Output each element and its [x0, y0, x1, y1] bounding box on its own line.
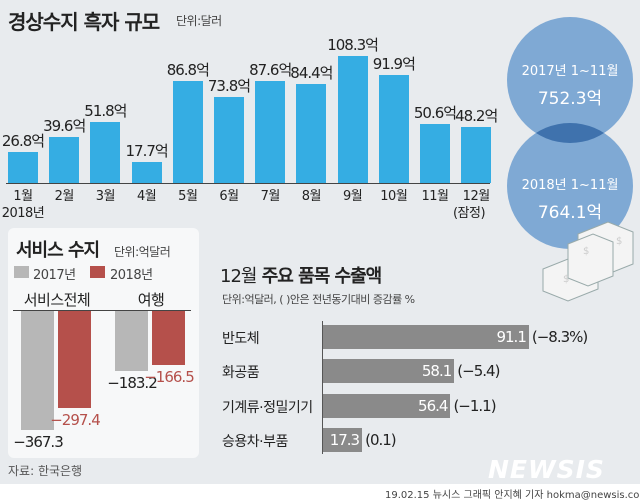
- svg-text:$: $: [616, 236, 622, 247]
- service-title: 서비스 수지: [16, 240, 100, 261]
- cumulative-circles: [507, 17, 633, 249]
- service-bar: [152, 311, 185, 366]
- footer-credit: 19.02.15 뉴시스 그래픽 안지혜 기자 hokma@newsis.com: [385, 490, 640, 501]
- axis-line: [6, 183, 490, 184]
- export-category-label: 반도체: [222, 331, 260, 347]
- month-label: 4월: [136, 189, 157, 204]
- month-label: 11월: [421, 189, 449, 204]
- month-bar: [49, 136, 80, 183]
- month-value-label: 51.8억: [84, 102, 127, 121]
- main-chart-title: 경상수지 흑자 규모: [8, 10, 160, 34]
- legend-swatch-2018: [90, 266, 105, 278]
- service-category-label: 여행: [137, 291, 165, 309]
- month-bar: [8, 151, 38, 183]
- export-change-label: (−1.1): [453, 396, 496, 415]
- month-bar: [461, 126, 492, 183]
- month-bar: [90, 122, 121, 183]
- provisional-note: (잠정): [452, 206, 486, 221]
- main-chart-unit: 단위:달러: [176, 14, 222, 28]
- source: 자료: 한국은행: [8, 464, 83, 478]
- month-bar: [378, 75, 409, 183]
- month-label: 12월: [462, 189, 491, 204]
- export-change-label: (−5.4): [457, 362, 500, 381]
- month-value-label: 48.2억: [455, 106, 498, 125]
- svg-text:$: $: [563, 274, 569, 285]
- month-bar: [172, 81, 203, 183]
- export-category-label: 화공품: [222, 365, 260, 382]
- month-bar: [255, 80, 286, 183]
- month-value-label: 86.8억: [166, 61, 210, 80]
- service-unit: 단위:억달러: [114, 245, 171, 259]
- month-bar: [420, 123, 450, 183]
- export-bar: [323, 427, 363, 452]
- circle-2017: [507, 17, 633, 143]
- month-bar: [214, 96, 244, 183]
- export-category-label: 승용차·부품: [222, 433, 288, 450]
- month-bar: [131, 162, 162, 183]
- service-bar: [58, 311, 91, 408]
- year-label: 2018년: [1, 206, 45, 221]
- export-value-label: 58.1: [421, 362, 452, 381]
- month-bar: [296, 84, 327, 183]
- service-value-label: −297.4: [50, 410, 101, 429]
- service-value-label: −166.5: [144, 368, 195, 387]
- month-label: 9월: [342, 189, 363, 204]
- svg-text:$: $: [583, 246, 589, 257]
- month-value-label: 87.6억: [249, 60, 292, 79]
- export-unit: 단위:억달러, ( )안은 전년동기대비 증감률 %: [222, 293, 415, 306]
- service-baseline: [13, 310, 191, 311]
- export-value-label: 17.3: [329, 430, 360, 449]
- service-bar: [21, 311, 54, 431]
- export-bar: [323, 393, 451, 418]
- export-title-month: 12월: [220, 266, 257, 287]
- month-value-label: 17.7억: [125, 142, 168, 161]
- export-title-text: 주요 품목 수출액: [261, 266, 382, 287]
- export-value-label: 91.1: [496, 328, 526, 346]
- circle-2018: [507, 123, 633, 249]
- month-label: 7월: [260, 189, 281, 204]
- month-label: 10월: [380, 189, 408, 204]
- export-title: 12월 주요 품목 수출액: [220, 262, 382, 288]
- service-value-label: −183.2: [107, 373, 158, 392]
- legend-2017: 2017년: [33, 268, 76, 283]
- service-value-label: −367.3: [13, 433, 64, 452]
- circle-2018-value: 764.1억: [537, 203, 603, 223]
- export-value-label: 56.4: [418, 396, 448, 415]
- legend-swatch-2017: [14, 266, 29, 278]
- circle-2017-period: 2017년 1~11월: [521, 64, 619, 79]
- month-value-label: 84.4억: [290, 64, 333, 83]
- export-axis: [322, 321, 323, 454]
- circle-2018-period: 2018년 1~11월: [521, 178, 619, 193]
- month-label: 3월: [95, 189, 116, 204]
- month-value-label: 50.6억: [413, 103, 457, 122]
- export-bar: [323, 325, 529, 349]
- service-category-label: 서비스전체: [23, 291, 91, 309]
- export-bar: [323, 359, 455, 384]
- export-change-label: (0.1): [365, 430, 397, 449]
- month-value-label: 39.6억: [43, 116, 86, 135]
- month-value-label: 108.3억: [327, 36, 379, 55]
- month-bar: [337, 56, 368, 183]
- month-value-label: 91.9억: [372, 55, 416, 74]
- month-value-label: 73.8억: [207, 76, 251, 95]
- month-label: 6월: [219, 189, 239, 204]
- legend-2018: 2018년: [110, 268, 153, 283]
- export-change-label: (−8.3%): [531, 328, 588, 346]
- month-label: 1월: [13, 189, 33, 204]
- circle-2017-value: 752.3억: [537, 89, 603, 109]
- newsis-logo: NEWSIS: [488, 455, 605, 484]
- service-bar: [115, 311, 148, 371]
- month-value-label: 26.8억: [1, 131, 45, 150]
- month-label: 8월: [301, 189, 322, 204]
- month-label: 2월: [54, 189, 75, 204]
- export-category-label: 기계류·정밀기기: [222, 399, 313, 416]
- money-stack-icon: $ $ $: [542, 221, 634, 302]
- month-label: 5월: [178, 189, 198, 204]
